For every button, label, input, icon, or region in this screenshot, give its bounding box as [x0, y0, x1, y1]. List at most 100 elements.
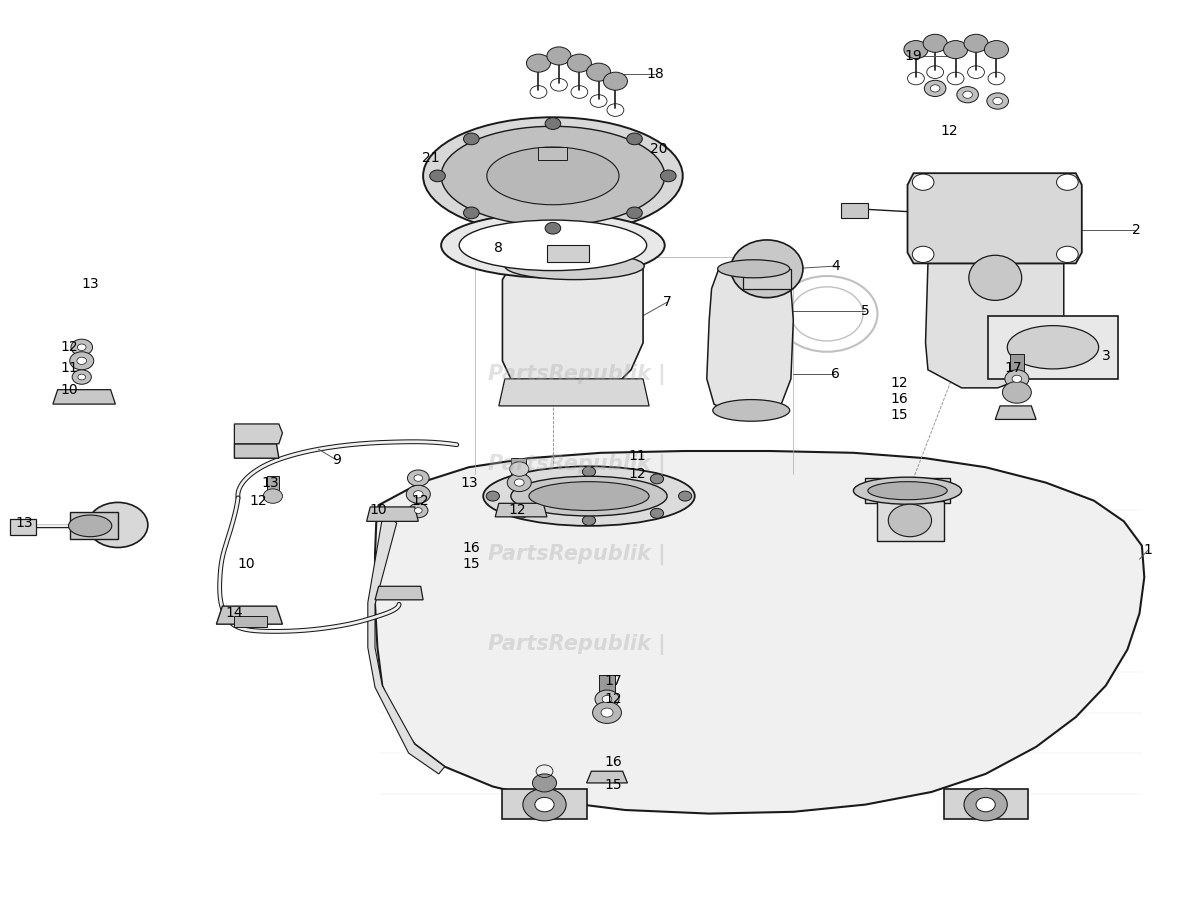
Text: 12: 12 — [605, 692, 621, 706]
Ellipse shape — [853, 477, 962, 504]
Polygon shape — [495, 503, 547, 517]
Polygon shape — [599, 675, 615, 695]
Ellipse shape — [423, 117, 683, 235]
Circle shape — [567, 54, 591, 72]
Circle shape — [924, 80, 946, 97]
Circle shape — [601, 708, 613, 717]
Text: 17: 17 — [605, 674, 621, 688]
Circle shape — [406, 485, 430, 503]
Circle shape — [464, 207, 480, 219]
Circle shape — [587, 63, 611, 81]
Polygon shape — [53, 390, 115, 404]
Ellipse shape — [511, 476, 667, 516]
Circle shape — [514, 479, 524, 486]
Circle shape — [595, 690, 619, 708]
Polygon shape — [367, 507, 418, 521]
Polygon shape — [988, 316, 1118, 379]
Ellipse shape — [718, 260, 790, 278]
Circle shape — [964, 34, 988, 52]
Circle shape — [464, 133, 480, 144]
Circle shape — [678, 491, 692, 502]
Circle shape — [415, 508, 422, 513]
Circle shape — [904, 41, 928, 59]
Text: 15: 15 — [463, 557, 480, 571]
Text: 4: 4 — [831, 259, 840, 273]
Circle shape — [1005, 370, 1029, 388]
Text: 12: 12 — [891, 376, 908, 391]
Circle shape — [912, 246, 934, 262]
Polygon shape — [267, 476, 279, 494]
Circle shape — [546, 118, 561, 129]
Circle shape — [1057, 246, 1078, 262]
Circle shape — [78, 374, 85, 380]
Text: 3: 3 — [1101, 349, 1111, 364]
Polygon shape — [877, 501, 944, 541]
Circle shape — [523, 788, 566, 821]
Circle shape — [930, 85, 940, 92]
Text: 12: 12 — [412, 493, 429, 508]
Text: 16: 16 — [463, 541, 480, 556]
Ellipse shape — [505, 253, 644, 280]
Text: 7: 7 — [662, 295, 672, 309]
Circle shape — [535, 797, 554, 812]
Polygon shape — [841, 203, 868, 218]
Circle shape — [507, 474, 531, 492]
Ellipse shape — [441, 126, 665, 226]
Circle shape — [987, 93, 1008, 109]
Circle shape — [413, 474, 423, 482]
Text: 11: 11 — [629, 448, 645, 463]
Text: 13: 13 — [82, 277, 99, 291]
Polygon shape — [234, 444, 279, 458]
Circle shape — [603, 72, 627, 90]
Text: 6: 6 — [831, 367, 840, 382]
Ellipse shape — [731, 240, 803, 298]
Circle shape — [71, 339, 93, 355]
Polygon shape — [375, 586, 423, 600]
Circle shape — [1012, 375, 1022, 382]
Polygon shape — [216, 606, 282, 624]
Ellipse shape — [487, 147, 619, 205]
Text: 10: 10 — [61, 382, 78, 397]
Ellipse shape — [1007, 326, 1099, 369]
Circle shape — [486, 491, 500, 502]
Circle shape — [70, 352, 94, 370]
Polygon shape — [926, 263, 1064, 388]
Ellipse shape — [483, 466, 695, 526]
Polygon shape — [538, 147, 567, 160]
Text: 15: 15 — [605, 778, 621, 792]
Polygon shape — [511, 458, 526, 476]
Text: 5: 5 — [861, 304, 870, 318]
Circle shape — [514, 474, 528, 483]
Circle shape — [661, 170, 676, 182]
Polygon shape — [587, 771, 627, 783]
Text: 13: 13 — [16, 516, 32, 530]
Circle shape — [1057, 174, 1078, 190]
Polygon shape — [995, 406, 1036, 419]
Text: 13: 13 — [460, 475, 477, 490]
Text: 17: 17 — [1005, 361, 1022, 375]
Text: 16: 16 — [891, 391, 908, 406]
Polygon shape — [1010, 354, 1024, 373]
Text: 15: 15 — [891, 408, 908, 422]
Circle shape — [923, 34, 947, 52]
Circle shape — [546, 223, 561, 234]
Circle shape — [532, 774, 557, 792]
Circle shape — [626, 133, 642, 144]
Circle shape — [510, 462, 529, 476]
Text: 12: 12 — [629, 466, 645, 481]
Polygon shape — [502, 789, 587, 819]
Text: 2: 2 — [1131, 223, 1141, 237]
Ellipse shape — [529, 482, 649, 511]
Circle shape — [650, 474, 664, 483]
Text: 12: 12 — [508, 502, 525, 517]
Circle shape — [957, 87, 978, 103]
Circle shape — [963, 91, 972, 98]
Text: 14: 14 — [226, 606, 243, 621]
Ellipse shape — [868, 482, 947, 500]
Text: PartsRepublik |: PartsRepublik | — [488, 454, 666, 475]
Circle shape — [77, 357, 87, 364]
Text: 18: 18 — [647, 67, 664, 81]
Ellipse shape — [459, 220, 647, 271]
Text: 21: 21 — [422, 151, 439, 165]
Text: 11: 11 — [61, 361, 78, 375]
